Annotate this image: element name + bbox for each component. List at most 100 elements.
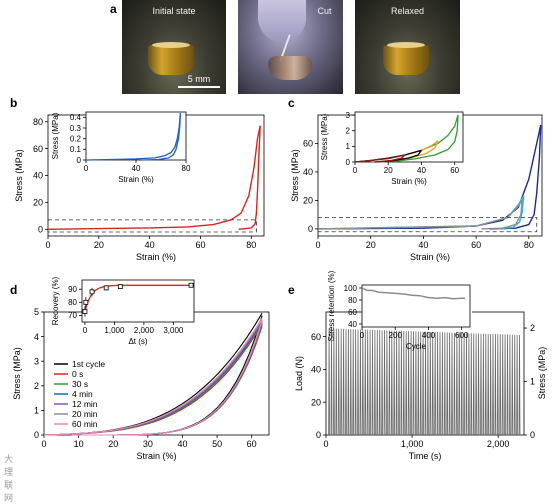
b-inset-loop-0-unload bbox=[142, 113, 182, 161]
e-main-xlabel: Time (s) bbox=[409, 451, 442, 461]
d-inset-xtick-label: 1,000 bbox=[104, 326, 125, 335]
scale-bar-label: 5 mm bbox=[187, 74, 211, 84]
d-main-xlabel: Strain (%) bbox=[136, 451, 176, 461]
e-inset-retention-line bbox=[361, 287, 465, 300]
d-inset-point-0 bbox=[82, 309, 88, 314]
d-inset-point-4 bbox=[117, 284, 123, 289]
d-legend-label-0: 1st cycle bbox=[72, 359, 105, 369]
b-main-ylabel: Stress (MPa) bbox=[14, 149, 24, 202]
d-main-xtick-label: 30 bbox=[143, 439, 153, 449]
c-inset-loop-3-load bbox=[354, 154, 405, 163]
e-main-xtick-label: 0 bbox=[323, 439, 328, 449]
d-main-series-6-load bbox=[43, 317, 263, 436]
c-main-loop-2-unload bbox=[481, 200, 523, 230]
e-main-ytick-label: 60 bbox=[311, 332, 321, 342]
b-main-loop-0-unload bbox=[238, 125, 261, 230]
b-main-ytick-label: 20 bbox=[33, 198, 43, 208]
b-main-xtick-label: 60 bbox=[195, 240, 205, 250]
d-main-ylabel: Stress (MPa) bbox=[12, 347, 22, 400]
d-legend-label-3: 4 min bbox=[72, 389, 93, 399]
e-main-ytick-label: 40 bbox=[311, 365, 321, 375]
d-legend-label-1: 0 s bbox=[72, 369, 83, 379]
e-inset-ytick-label: 40 bbox=[348, 320, 357, 329]
healed-sample-top-face bbox=[387, 42, 425, 48]
d-main-xtick-label: 40 bbox=[177, 439, 187, 449]
d-main-ytick-label: 5 bbox=[34, 307, 39, 317]
d-legend-label-2: 30 s bbox=[72, 379, 88, 389]
b-inset-xtick-label: 40 bbox=[132, 164, 141, 173]
b-inset-xtick-label: 80 bbox=[182, 164, 191, 173]
d-inset-frame bbox=[81, 279, 195, 323]
c-main-loop-0-unload bbox=[489, 124, 542, 230]
e-main-ytick-label: 20 bbox=[311, 397, 321, 407]
d-main-series-6-unload bbox=[71, 320, 263, 436]
e-inset-frame bbox=[361, 284, 471, 328]
c-main-ytick-label: 40 bbox=[303, 167, 313, 177]
hydrogel-sample bbox=[148, 45, 194, 75]
e-main-y2tick-label: 0 bbox=[530, 430, 535, 440]
c-main-xtick-label: 40 bbox=[418, 240, 428, 250]
b-inset-xtick-label: 0 bbox=[84, 164, 89, 173]
c-inset-ytick-label: 1 bbox=[346, 142, 351, 151]
c-inset-xtick-label: 60 bbox=[450, 166, 459, 175]
d-inset-point-5 bbox=[188, 282, 194, 288]
e-main-ylabel: Load (N) bbox=[294, 356, 304, 391]
photo-label-relaxed: Relaxed bbox=[390, 6, 425, 16]
d-inset-xtick-label: 0 bbox=[83, 326, 88, 335]
c-main-xtick-label: 60 bbox=[471, 240, 481, 250]
b-main-xlabel: Strain (%) bbox=[136, 252, 176, 262]
e-inset-ytick-label: 60 bbox=[348, 308, 357, 317]
panel-letter-e: e bbox=[288, 283, 295, 297]
b-main-xtick-label: 0 bbox=[45, 240, 50, 250]
d-inset-point-3 bbox=[103, 285, 109, 291]
b-main-xtick-label: 40 bbox=[145, 240, 155, 250]
c-inset-ytick-label: 2 bbox=[346, 127, 351, 136]
c-main-xlabel: Strain (%) bbox=[410, 252, 450, 262]
d-inset-ytick-label: 70 bbox=[68, 311, 77, 320]
healed-sample bbox=[383, 45, 429, 75]
d-main-xtick-label: 50 bbox=[212, 439, 222, 449]
d-main-ytick-label: 1 bbox=[34, 406, 39, 416]
d-inset-point-1 bbox=[83, 299, 89, 305]
e-inset-ylabel: Stress retention (%) bbox=[327, 270, 336, 341]
b-main-ytick-label: 60 bbox=[33, 144, 43, 154]
e-inset-xtick-label: 200 bbox=[389, 331, 403, 340]
e-inset-ytick-label: 80 bbox=[348, 296, 357, 305]
d-main-xtick-label: 10 bbox=[74, 439, 84, 449]
d-inset-point-2 bbox=[89, 289, 95, 295]
b-inset-ytick-label: 0.4 bbox=[70, 113, 82, 122]
b-main-xtick-label: 80 bbox=[246, 240, 256, 250]
b-inset-ytick-label: 0.2 bbox=[70, 134, 82, 143]
d-legend-label-6: 60 min bbox=[72, 419, 98, 429]
c-inset-xtick-label: 20 bbox=[384, 166, 393, 175]
d-main-ytick-label: 4 bbox=[34, 332, 39, 342]
c-main-xtick-label: 20 bbox=[366, 240, 376, 250]
c-main-zoom-box bbox=[317, 217, 538, 233]
b-inset-frame bbox=[85, 111, 187, 161]
scale-bar bbox=[178, 86, 220, 88]
c-inset-ylabel: Stress (MPa) bbox=[320, 113, 329, 160]
c-main-xtick-label: 0 bbox=[315, 240, 320, 250]
e-main-ytick-label: 0 bbox=[316, 430, 321, 440]
panel-letter-b: b bbox=[10, 96, 18, 110]
c-inset-loop-0-unload bbox=[374, 115, 459, 163]
e-main-load-cycles bbox=[328, 328, 521, 436]
b-inset-ytick-label: 0.1 bbox=[70, 145, 82, 154]
d-main-ytick-label: 0 bbox=[34, 430, 39, 440]
d-inset-ylabel: Recovery (%) bbox=[51, 276, 60, 325]
photo-label-cut: Cut bbox=[317, 6, 332, 16]
b-main-xtick-label: 20 bbox=[94, 240, 104, 250]
d-main-ytick-label: 3 bbox=[34, 356, 39, 366]
b-main-zoom-box bbox=[47, 219, 257, 233]
b-inset-ylabel: Stress (MPa) bbox=[51, 112, 60, 159]
photo-label-initial-state: Initial state bbox=[152, 6, 196, 16]
c-inset-ytick-label: 0 bbox=[346, 158, 351, 167]
c-main-ytick-label: 60 bbox=[303, 139, 313, 149]
d-inset-xtick-label: 3,000 bbox=[163, 326, 184, 335]
e-inset-xtick-label: 400 bbox=[422, 331, 436, 340]
sample-top-face bbox=[152, 42, 190, 48]
e-main-y2label: Stress (MPa) bbox=[537, 347, 547, 400]
c-main-ytick-label: 0 bbox=[308, 224, 313, 234]
d-inset-ytick-label: 90 bbox=[68, 285, 77, 294]
